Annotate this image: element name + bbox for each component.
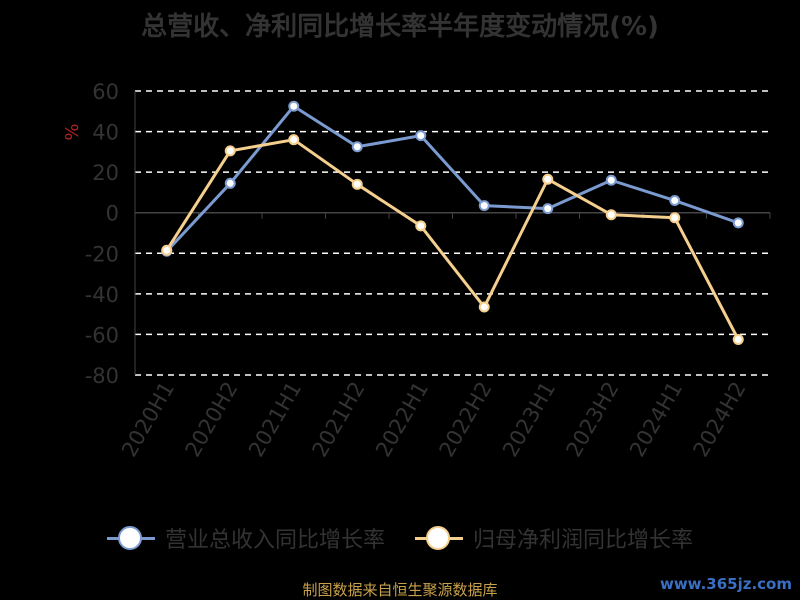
data-point-0-9 (732, 217, 744, 229)
data-point-0-4 (415, 130, 427, 142)
y-tick-label: -60 (85, 323, 119, 347)
data-point-0-6 (542, 203, 554, 215)
y-tick-label: -40 (85, 283, 119, 307)
x-tick-label: 2024H1 (625, 378, 687, 462)
data-point-0-3 (351, 141, 363, 153)
chart-title: 总营收、净利同比增长率半年度变动情况(%) (141, 12, 659, 42)
data-point-0-7 (605, 174, 617, 186)
legend-label-revenue: 营业总收入同比增长率 (164, 528, 385, 553)
y-axis-label: % (62, 123, 83, 140)
series-line-0 (165, 104, 739, 253)
data-point-1-3 (351, 178, 363, 190)
series-line-1 (165, 138, 740, 341)
legend-item-revenue[interactable]: 营业总收入同比增长率 (106, 522, 385, 554)
x-tick-label: 2021H1 (244, 378, 306, 462)
data-point-0-5 (478, 200, 490, 212)
y-tick-label: 40 (92, 121, 119, 145)
watermark: www.365jz.com (659, 575, 792, 593)
data-point-0-2 (288, 100, 300, 112)
data-point-1-6 (542, 173, 554, 185)
data-source-note: 制图数据来自恒生聚源数据库 (302, 581, 498, 599)
legend-label-profit: 归母净利润同比增长率 (473, 528, 694, 553)
y-tick-label: -20 (85, 242, 119, 266)
y-tick-label: 60 (92, 80, 119, 104)
data-point-1-2 (288, 134, 300, 146)
y-tick-label: -80 (85, 364, 119, 388)
data-point-1-5 (478, 301, 490, 313)
data-point-0-8 (669, 195, 681, 207)
x-tick-label: 2023H2 (561, 378, 623, 462)
y-tick-label: 20 (92, 161, 119, 185)
legend-marker-revenue (106, 525, 155, 551)
x-tick-label: 2024H2 (688, 378, 750, 462)
y-tick-label: 0 (106, 202, 119, 226)
x-tick-label: 2020H2 (180, 378, 242, 462)
x-tick-label: 2022H1 (371, 378, 433, 462)
data-point-1-9 (732, 334, 744, 345)
data-point-1-7 (605, 209, 617, 221)
data-point-1-4 (415, 220, 427, 232)
data-point-0-1 (224, 177, 236, 189)
chart-legend: 营业总收入同比增长率 归母净利润同比增长率 (0, 520, 800, 556)
legend-item-profit[interactable]: 归母净利润同比增长率 (415, 522, 693, 554)
data-point-1-0 (161, 244, 173, 256)
legend-marker-profit (415, 525, 463, 551)
data-point-1-1 (224, 145, 236, 157)
x-tick-label: 2021H2 (307, 378, 369, 462)
x-tick-label: 2020H1 (117, 378, 179, 462)
data-point-1-8 (669, 212, 681, 224)
x-tick-label: 2022H2 (434, 378, 496, 462)
x-tick-label: 2023H1 (498, 378, 560, 462)
